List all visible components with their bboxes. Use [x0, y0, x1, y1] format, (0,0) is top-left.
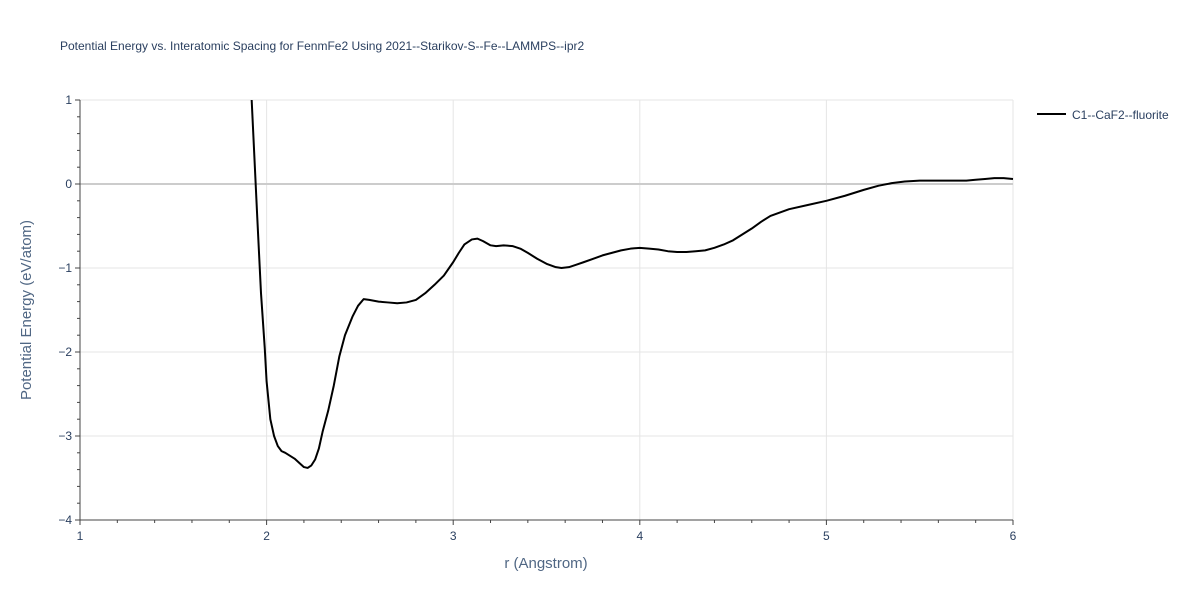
- axis-layer: [75, 99, 1014, 525]
- x-tick-label: 6: [1010, 529, 1017, 543]
- x-tick-label: 2: [263, 529, 270, 543]
- x-tick-label: 1: [77, 529, 84, 543]
- chart-title: Potential Energy vs. Interatomic Spacing…: [60, 39, 585, 53]
- series-line: [250, 99, 1014, 469]
- x-tick-label: 4: [636, 529, 643, 543]
- legend-label[interactable]: C1--CaF2--fluorite: [1072, 108, 1169, 122]
- y-tick-label: −3: [58, 429, 72, 443]
- y-tick-label: −2: [58, 345, 72, 359]
- y-tick-label: 1: [65, 93, 72, 107]
- legend[interactable]: C1--CaF2--fluorite: [1037, 108, 1169, 122]
- y-tick-label: −1: [58, 261, 72, 275]
- x-tick-label: 5: [823, 529, 830, 543]
- series-layer: [250, 99, 1014, 469]
- x-tick-label: 3: [450, 529, 457, 543]
- tick-label-layer: 1 2 3 4 5 6 1 0 −1 −2 −3 −4: [58, 93, 1016, 543]
- y-tick-label: −4: [58, 513, 72, 527]
- y-tick-label: 0: [65, 177, 72, 191]
- x-axis-title: r (Angstrom): [504, 555, 587, 572]
- y-axis-title: Potential Energy (eV/atom): [18, 220, 35, 400]
- grid-layer: [80, 99, 1014, 520]
